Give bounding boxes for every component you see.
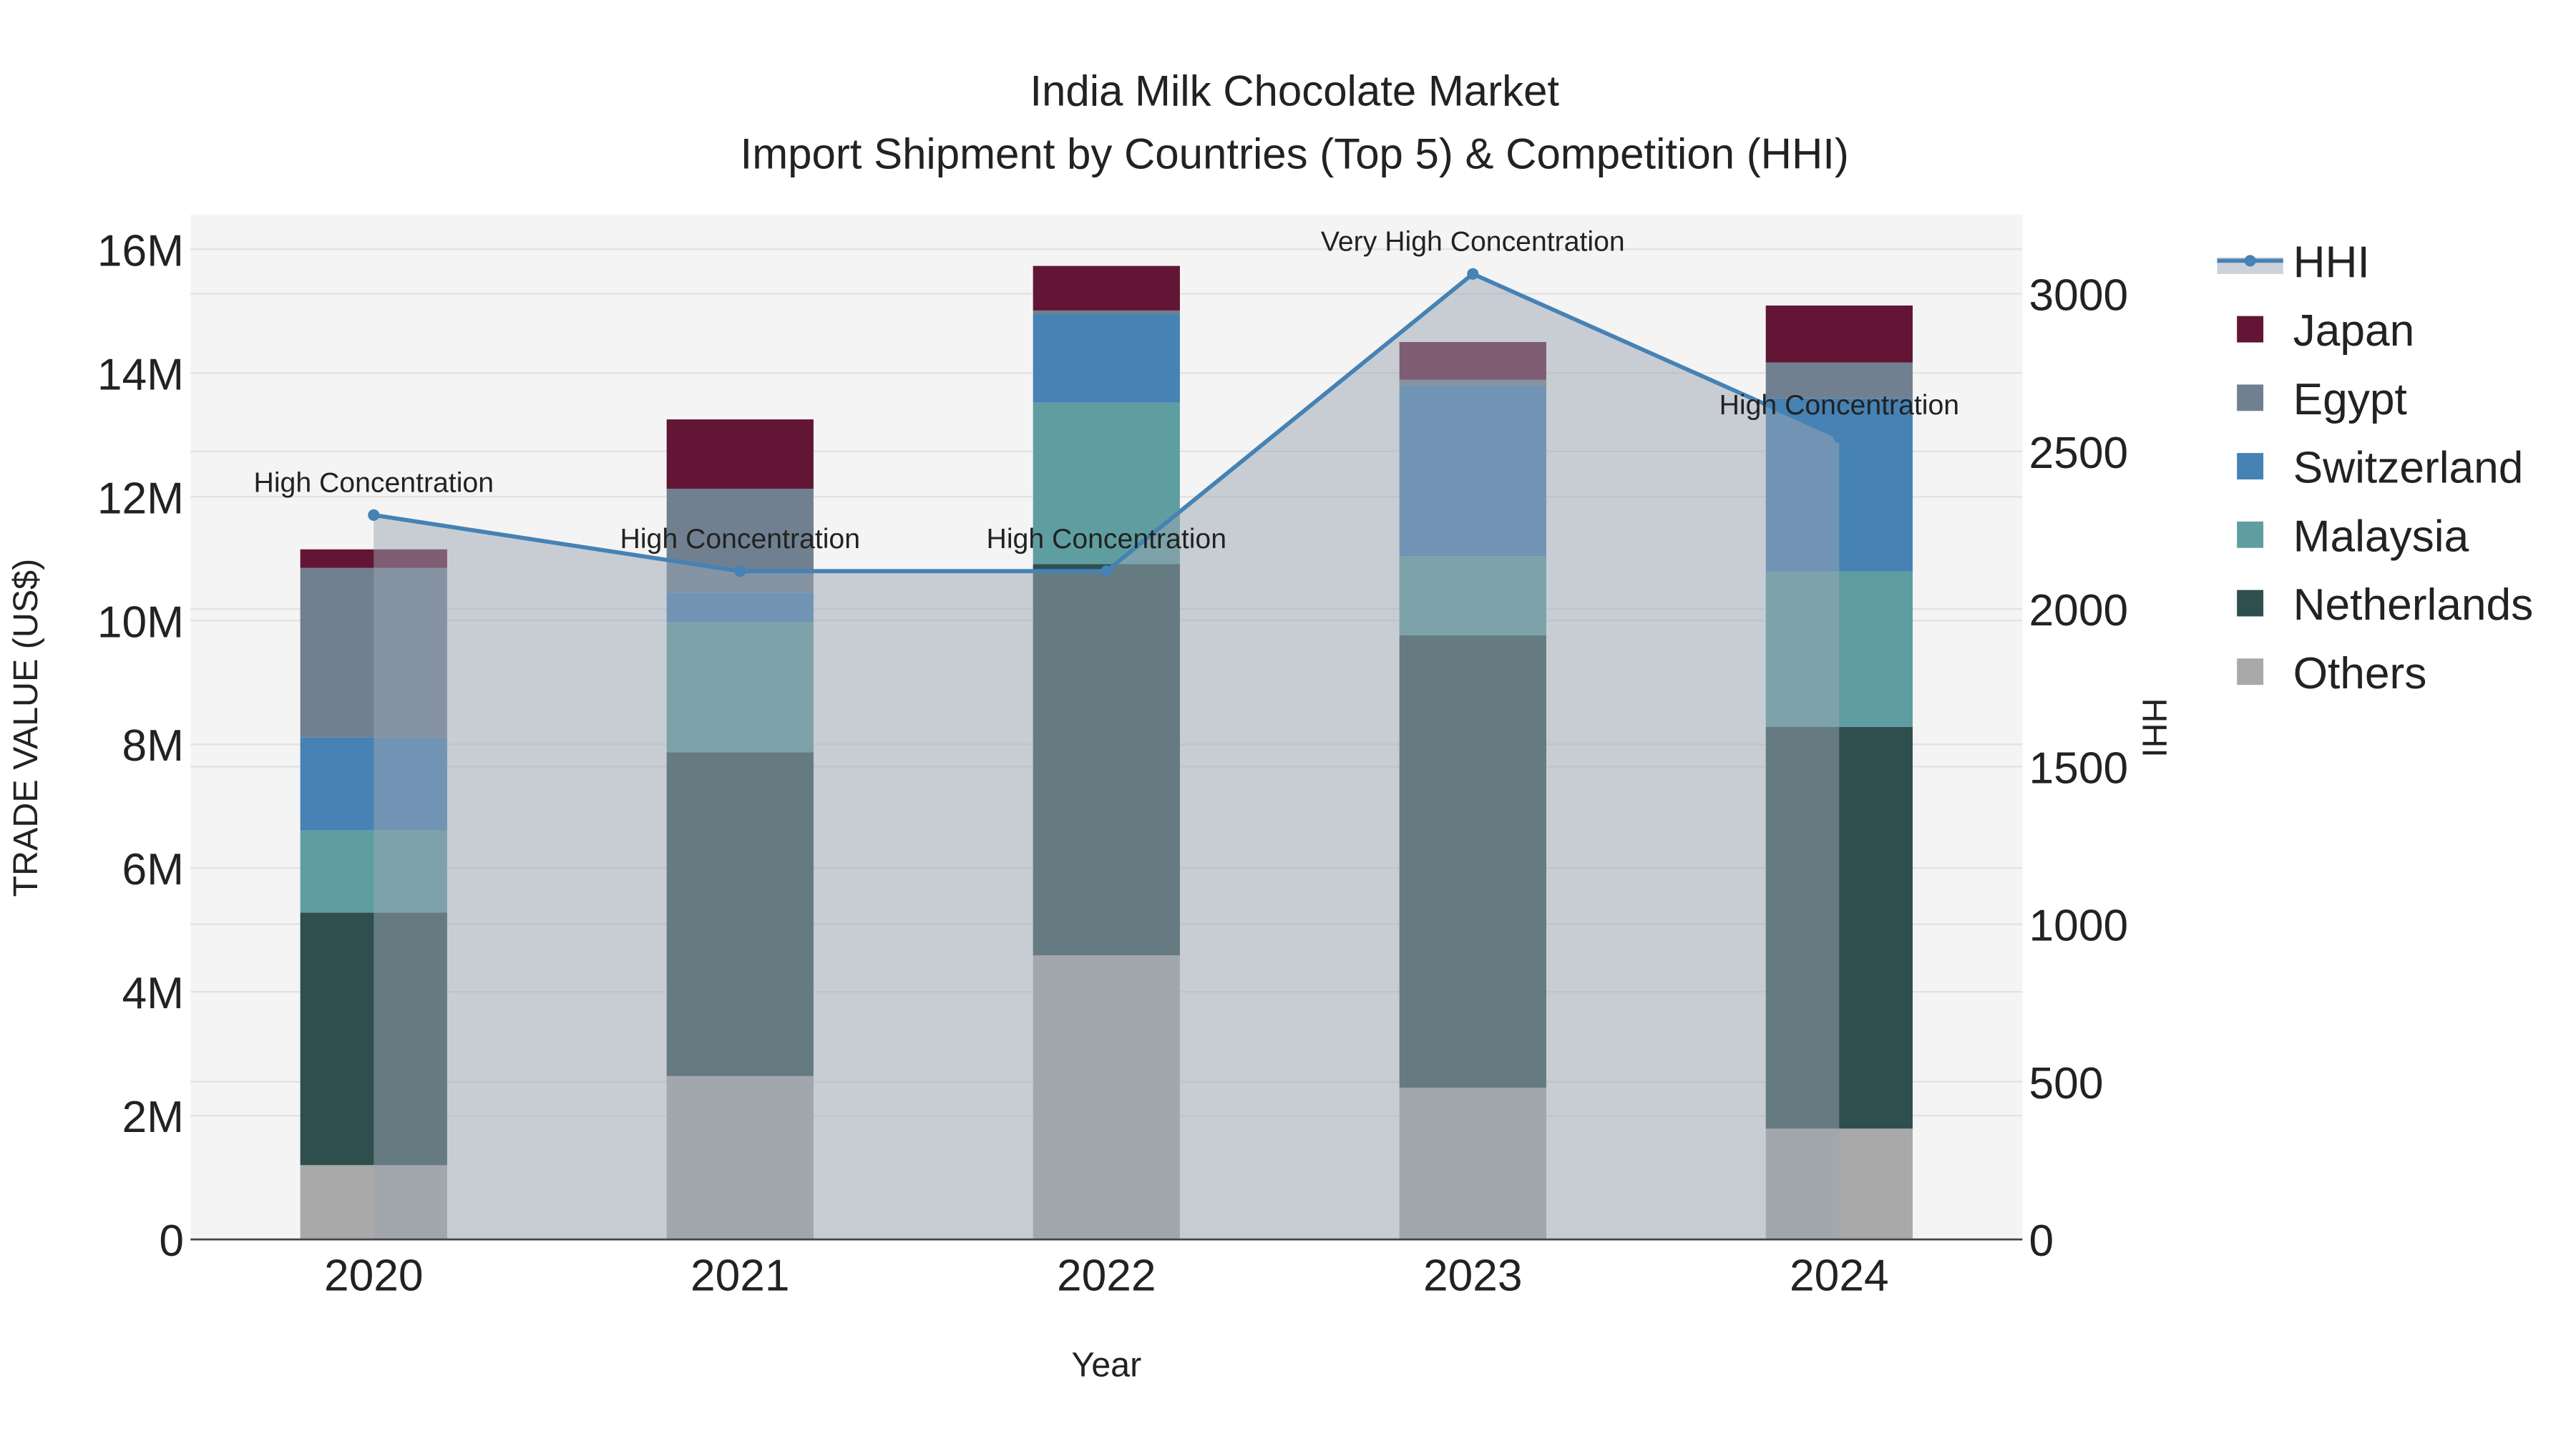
legend-swatch-japan	[2237, 316, 2264, 343]
legend-label-switzerland: Switzerland	[2293, 444, 2524, 493]
y-axis-ticks: 0 2M 4M 6M 8M 10M 12M 14M 16M	[97, 226, 184, 1266]
legend-label-japan: Japan	[2293, 306, 2415, 356]
hhi-annotation: Very High Concentration	[1321, 226, 1625, 257]
y2-tick-label: 0	[2029, 1216, 2054, 1266]
bar-egypt-2022	[1033, 310, 1180, 315]
hhi-point-2021	[734, 565, 746, 577]
y-tick-label: 2M	[122, 1093, 184, 1142]
y-axis-label: TRADE VALUE (US$)	[6, 559, 45, 897]
bar-japan-2022	[1033, 265, 1180, 311]
hhi-point-2023	[1467, 268, 1479, 280]
y-tick-label: 0	[159, 1216, 184, 1266]
hhi-point-2022	[1101, 565, 1113, 577]
hhi-annotation: High Concentration	[254, 467, 494, 498]
legend-label-others: Others	[2293, 649, 2427, 698]
x-tick-label: 2024	[1790, 1252, 1889, 1301]
y2-tick-label: 3000	[2029, 271, 2129, 321]
x-tick-label: 2021	[691, 1252, 790, 1301]
y2-tick-label: 1000	[2029, 902, 2129, 951]
hhi-point-2024	[1833, 431, 1845, 444]
legend-swatch-switzerland	[2237, 453, 2264, 480]
y2-tick-label: 1500	[2029, 743, 2129, 793]
x-tick-label: 2020	[324, 1252, 424, 1301]
y-tick-label: 10M	[97, 597, 184, 647]
y-tick-label: 14M	[97, 350, 184, 399]
hhi-annotation: High Concentration	[987, 524, 1226, 555]
y2-tick-label: 2500	[2029, 429, 2129, 478]
y2-tick-label: 2000	[2029, 586, 2129, 635]
legend-swatch-malaysia	[2237, 521, 2264, 548]
x-axis-ticks: 2020 2021 2022 2023 2024	[324, 1252, 1889, 1301]
bar-japan-2024	[1765, 305, 1913, 363]
legend-label-netherlands: Netherlands	[2293, 580, 2534, 630]
bar-egypt-2024	[1765, 362, 1913, 399]
chart-title: India Milk Chocolate Market	[1030, 67, 1559, 115]
y2-axis-ticks: 0 500 1000 1500 2000 2500 3000	[2029, 271, 2129, 1267]
legend-hhi-marker-icon	[2244, 255, 2256, 267]
hhi-area	[374, 273, 1840, 1240]
x-tick-label: 2023	[1423, 1252, 1523, 1301]
hhi-series: High Concentration High Concentration High…	[254, 226, 1959, 1240]
legend: HHI Japan Egypt Switzerland Malaysia Netherla…	[2217, 238, 2533, 698]
y2-axis-label: HHI	[2135, 698, 2174, 757]
bar-japan-2021	[666, 419, 814, 489]
bar-switzerland-2022	[1033, 314, 1180, 403]
y-tick-label: 6M	[122, 845, 184, 894]
y-tick-label: 12M	[97, 474, 184, 523]
legend-label-egypt: Egypt	[2293, 375, 2407, 424]
y-tick-label: 16M	[97, 226, 184, 275]
hhi-annotation: High Concentration	[1719, 390, 1959, 421]
hhi-point-2020	[368, 509, 380, 521]
x-axis-label: Year	[1071, 1346, 1141, 1385]
legend-label-hhi: HHI	[2293, 238, 2370, 287]
legend-swatch-netherlands	[2237, 590, 2264, 617]
chart-subtitle: Import Shipment by Countries (Top 5) & C…	[741, 130, 1849, 177]
y-tick-label: 8M	[122, 721, 184, 771]
y-tick-label: 4M	[122, 969, 184, 1018]
legend-swatch-egypt	[2237, 384, 2264, 411]
y2-tick-label: 500	[2029, 1059, 2104, 1108]
x-tick-label: 2022	[1057, 1252, 1156, 1301]
legend-swatch-others	[2237, 658, 2264, 686]
hhi-annotation: High Concentration	[620, 524, 860, 555]
legend-label-malaysia: Malaysia	[2293, 512, 2469, 561]
